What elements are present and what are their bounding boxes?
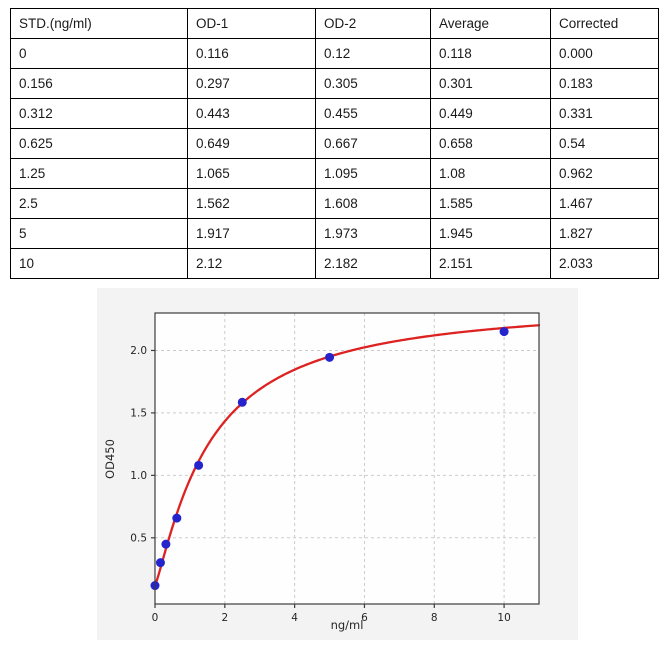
x-tick-label: 2 <box>221 612 228 624</box>
table-cell: 2.12 <box>187 248 316 279</box>
table-cell: 2.033 <box>550 248 659 279</box>
x-tick-label: 6 <box>361 612 368 624</box>
col-header-average: Average <box>430 8 551 39</box>
table-cell: 0.116 <box>187 38 316 69</box>
standard-curve-svg: 0 2 4 6 8 10 0.5 1.0 1.5 2.0 <box>130 312 541 624</box>
table-cell: 0.183 <box>550 68 659 99</box>
table-row: 2.5 1.562 1.608 1.585 1.467 <box>10 188 659 219</box>
table-cell: 0.297 <box>187 68 316 99</box>
table-cell: 0.443 <box>187 98 316 129</box>
y-tick-label: 1.5 <box>130 407 147 419</box>
standard-curve-figure: 0 2 4 6 8 10 0.5 1.0 1.5 2.0 ng/ml OD450 <box>97 288 578 640</box>
table-cell: 1.608 <box>315 188 431 219</box>
data-point <box>237 397 247 407</box>
table-cell: 0.449 <box>430 98 551 129</box>
data-point <box>499 327 509 337</box>
table-cell: 0.118 <box>430 38 551 69</box>
table-cell: 1.095 <box>315 158 431 189</box>
table-cell: 2.151 <box>430 248 551 279</box>
x-tick-label: 4 <box>291 612 298 624</box>
table-row: 5 1.917 1.973 1.945 1.827 <box>10 218 659 249</box>
table-cell: 1.467 <box>550 188 659 219</box>
table-cell: 0.667 <box>315 128 431 159</box>
data-point <box>155 558 165 568</box>
standards-table: STD.(ng/ml) OD-1 OD-2 Average Corrected … <box>10 8 659 279</box>
data-point <box>161 539 171 549</box>
table-cell: 1.827 <box>550 218 659 249</box>
table-row: 10 2.12 2.182 2.151 2.033 <box>10 248 659 279</box>
table-cell: 1.973 <box>315 218 431 249</box>
table-cell: 1.065 <box>187 158 316 189</box>
table-cell: 0.658 <box>430 128 551 159</box>
table-cell: 0.301 <box>430 68 551 99</box>
table-cell: 1.917 <box>187 218 316 249</box>
data-point <box>194 460 204 470</box>
table-row: 0.625 0.649 0.667 0.658 0.54 <box>10 128 659 159</box>
table-row: 1.25 1.065 1.095 1.08 0.962 <box>10 158 659 189</box>
plot-border <box>154 312 540 605</box>
table-row: 0.312 0.443 0.455 0.449 0.331 <box>10 98 659 129</box>
data-point <box>325 352 335 362</box>
x-axis-label: ng/ml <box>330 618 364 632</box>
y-tick-label: 1.0 <box>130 470 147 482</box>
table-cell: 2.5 <box>10 188 188 219</box>
table-cell: 0.962 <box>550 158 659 189</box>
table-cell: 0.455 <box>315 98 431 129</box>
col-header-od2: OD-2 <box>315 8 431 39</box>
x-tick-label: 10 <box>497 612 510 624</box>
plot-area <box>155 313 539 604</box>
table-row: 0 0.116 0.12 0.118 0.000 <box>10 38 659 69</box>
table-cell: 0.312 <box>10 98 188 129</box>
y-axis-label: OD450 <box>103 439 117 479</box>
standards-table-body: 0 0.116 0.12 0.118 0.000 0.156 0.297 0.305 0.301… <box>10 38 659 279</box>
table-cell: 1.562 <box>187 188 316 219</box>
table-cell: 0.000 <box>550 38 659 69</box>
table-cell: 2.182 <box>315 248 431 279</box>
table-cell: 0.625 <box>10 128 188 159</box>
table-cell: 0.54 <box>550 128 659 159</box>
col-header-std: STD.(ng/ml) <box>10 8 188 39</box>
y-tick-label: 2.0 <box>130 345 147 357</box>
table-cell: 0 <box>10 38 188 69</box>
table-cell: 1.08 <box>430 158 551 189</box>
x-tick-label: 0 <box>152 612 159 624</box>
table-cell: 0.331 <box>550 98 659 129</box>
table-cell: 0.305 <box>315 68 431 99</box>
table-cell: 1.585 <box>430 188 551 219</box>
table-cell: 1.945 <box>430 218 551 249</box>
table-header-row: STD.(ng/ml) OD-1 OD-2 Average Corrected <box>10 8 659 39</box>
table-cell: 0.156 <box>10 68 188 99</box>
table-cell: 0.649 <box>187 128 316 159</box>
y-tick-label: 0.5 <box>130 532 147 544</box>
col-header-corrected: Corrected <box>550 8 659 39</box>
table-cell: 0.12 <box>315 38 431 69</box>
table-row: 0.156 0.297 0.305 0.301 0.183 <box>10 68 659 99</box>
fit-curve <box>153 324 541 587</box>
table-cell: 5 <box>10 218 188 249</box>
col-header-od1: OD-1 <box>187 8 316 39</box>
x-tick-label: 8 <box>431 612 438 624</box>
table-cell: 10 <box>10 248 188 279</box>
table-cell: 1.25 <box>10 158 188 189</box>
data-point <box>172 513 182 523</box>
